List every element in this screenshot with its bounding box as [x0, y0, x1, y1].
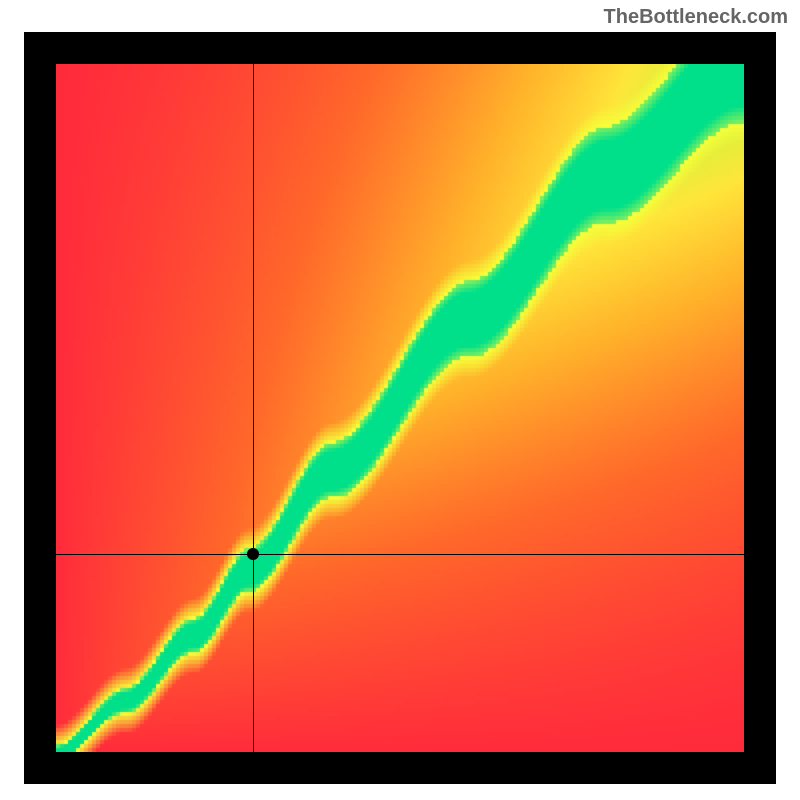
attribution-text: TheBottleneck.com	[604, 6, 788, 29]
crosshair-vertical	[253, 64, 254, 752]
data-point-marker	[247, 548, 259, 560]
heatmap-canvas	[56, 64, 744, 752]
crosshair-horizontal	[56, 554, 744, 555]
chart-container: TheBottleneck.com	[0, 0, 800, 800]
